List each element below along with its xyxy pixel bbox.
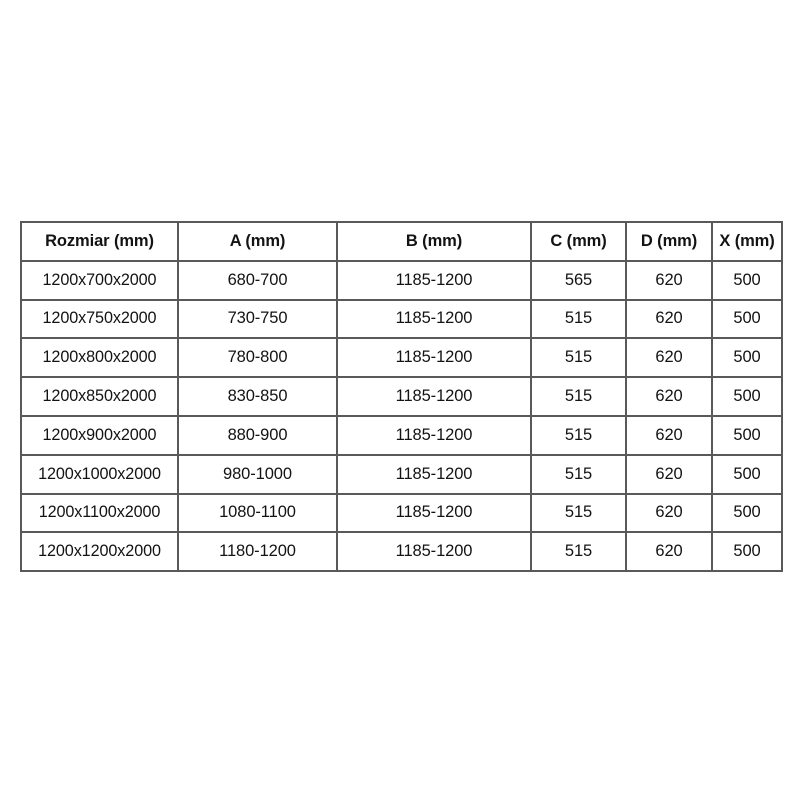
cell-size: 1200x1000x2000 — [20, 453, 179, 495]
cell-c: 515 — [530, 453, 627, 495]
cell-x: 500 — [711, 298, 783, 340]
cell-c: 565 — [530, 259, 627, 301]
cell-b: 1185-1200 — [336, 531, 532, 573]
dimensions-table-container: Rozmiar (mm) A (mm) B (mm) C (mm) D (mm)… — [20, 221, 783, 573]
cell-c: 515 — [530, 337, 627, 379]
cell-d: 620 — [625, 376, 713, 417]
cell-d: 620 — [625, 337, 713, 379]
cell-size: 1200x850x2000 — [20, 376, 179, 417]
table-row: 1200x1000x2000 980-1000 1185-1200 515 62… — [20, 453, 783, 495]
column-header-b: B (mm) — [336, 221, 532, 262]
cell-size: 1200x1100x2000 — [20, 492, 179, 534]
cell-a: 830-850 — [177, 376, 338, 417]
cell-x: 500 — [711, 414, 783, 456]
table-row: 1200x900x2000 880-900 1185-1200 515 620 … — [20, 414, 783, 456]
cell-a: 680-700 — [177, 259, 338, 301]
cell-d: 620 — [625, 453, 713, 495]
cell-c: 515 — [530, 531, 627, 573]
column-header-c: C (mm) — [530, 221, 627, 262]
table-header: Rozmiar (mm) A (mm) B (mm) C (mm) D (mm)… — [20, 221, 783, 262]
cell-size: 1200x800x2000 — [20, 337, 179, 379]
cell-x: 500 — [711, 337, 783, 379]
table-row: 1200x800x2000 780-800 1185-1200 515 620 … — [20, 337, 783, 379]
cell-x: 500 — [711, 531, 783, 573]
column-header-d: D (mm) — [625, 221, 713, 262]
cell-b: 1185-1200 — [336, 259, 532, 301]
cell-d: 620 — [625, 259, 713, 301]
cell-c: 515 — [530, 492, 627, 534]
cell-x: 500 — [711, 259, 783, 301]
cell-a: 730-750 — [177, 298, 338, 340]
cell-d: 620 — [625, 298, 713, 340]
column-header-x: X (mm) — [711, 221, 783, 262]
cell-size: 1200x700x2000 — [20, 259, 179, 301]
cell-a: 1180-1200 — [177, 531, 338, 573]
cell-a: 980-1000 — [177, 453, 338, 495]
table-row: 1200x1200x2000 1180-1200 1185-1200 515 6… — [20, 531, 783, 573]
cell-c: 515 — [530, 414, 627, 456]
table-header-row: Rozmiar (mm) A (mm) B (mm) C (mm) D (mm)… — [20, 221, 783, 262]
cell-b: 1185-1200 — [336, 337, 532, 379]
table-row: 1200x850x2000 830-850 1185-1200 515 620 … — [20, 376, 783, 417]
cell-x: 500 — [711, 492, 783, 534]
cell-d: 620 — [625, 531, 713, 573]
table-row: 1200x1100x2000 1080-1100 1185-1200 515 6… — [20, 492, 783, 534]
table-body: 1200x700x2000 680-700 1185-1200 565 620 … — [20, 259, 783, 573]
column-header-size: Rozmiar (mm) — [20, 221, 179, 262]
cell-b: 1185-1200 — [336, 414, 532, 456]
cell-c: 515 — [530, 298, 627, 340]
cell-d: 620 — [625, 414, 713, 456]
column-header-a: A (mm) — [177, 221, 338, 262]
cell-size: 1200x1200x2000 — [20, 531, 179, 573]
cell-a: 780-800 — [177, 337, 338, 379]
cell-b: 1185-1200 — [336, 453, 532, 495]
cell-a: 880-900 — [177, 414, 338, 456]
table-row: 1200x750x2000 730-750 1185-1200 515 620 … — [20, 298, 783, 340]
cell-x: 500 — [711, 376, 783, 417]
cell-b: 1185-1200 — [336, 376, 532, 417]
cell-size: 1200x750x2000 — [20, 298, 179, 340]
cell-b: 1185-1200 — [336, 298, 532, 340]
cell-c: 515 — [530, 376, 627, 417]
cell-x: 500 — [711, 453, 783, 495]
cell-d: 620 — [625, 492, 713, 534]
cell-b: 1185-1200 — [336, 492, 532, 534]
table-row: 1200x700x2000 680-700 1185-1200 565 620 … — [20, 259, 783, 301]
dimensions-table: Rozmiar (mm) A (mm) B (mm) C (mm) D (mm)… — [20, 221, 783, 573]
cell-size: 1200x900x2000 — [20, 414, 179, 456]
cell-a: 1080-1100 — [177, 492, 338, 534]
